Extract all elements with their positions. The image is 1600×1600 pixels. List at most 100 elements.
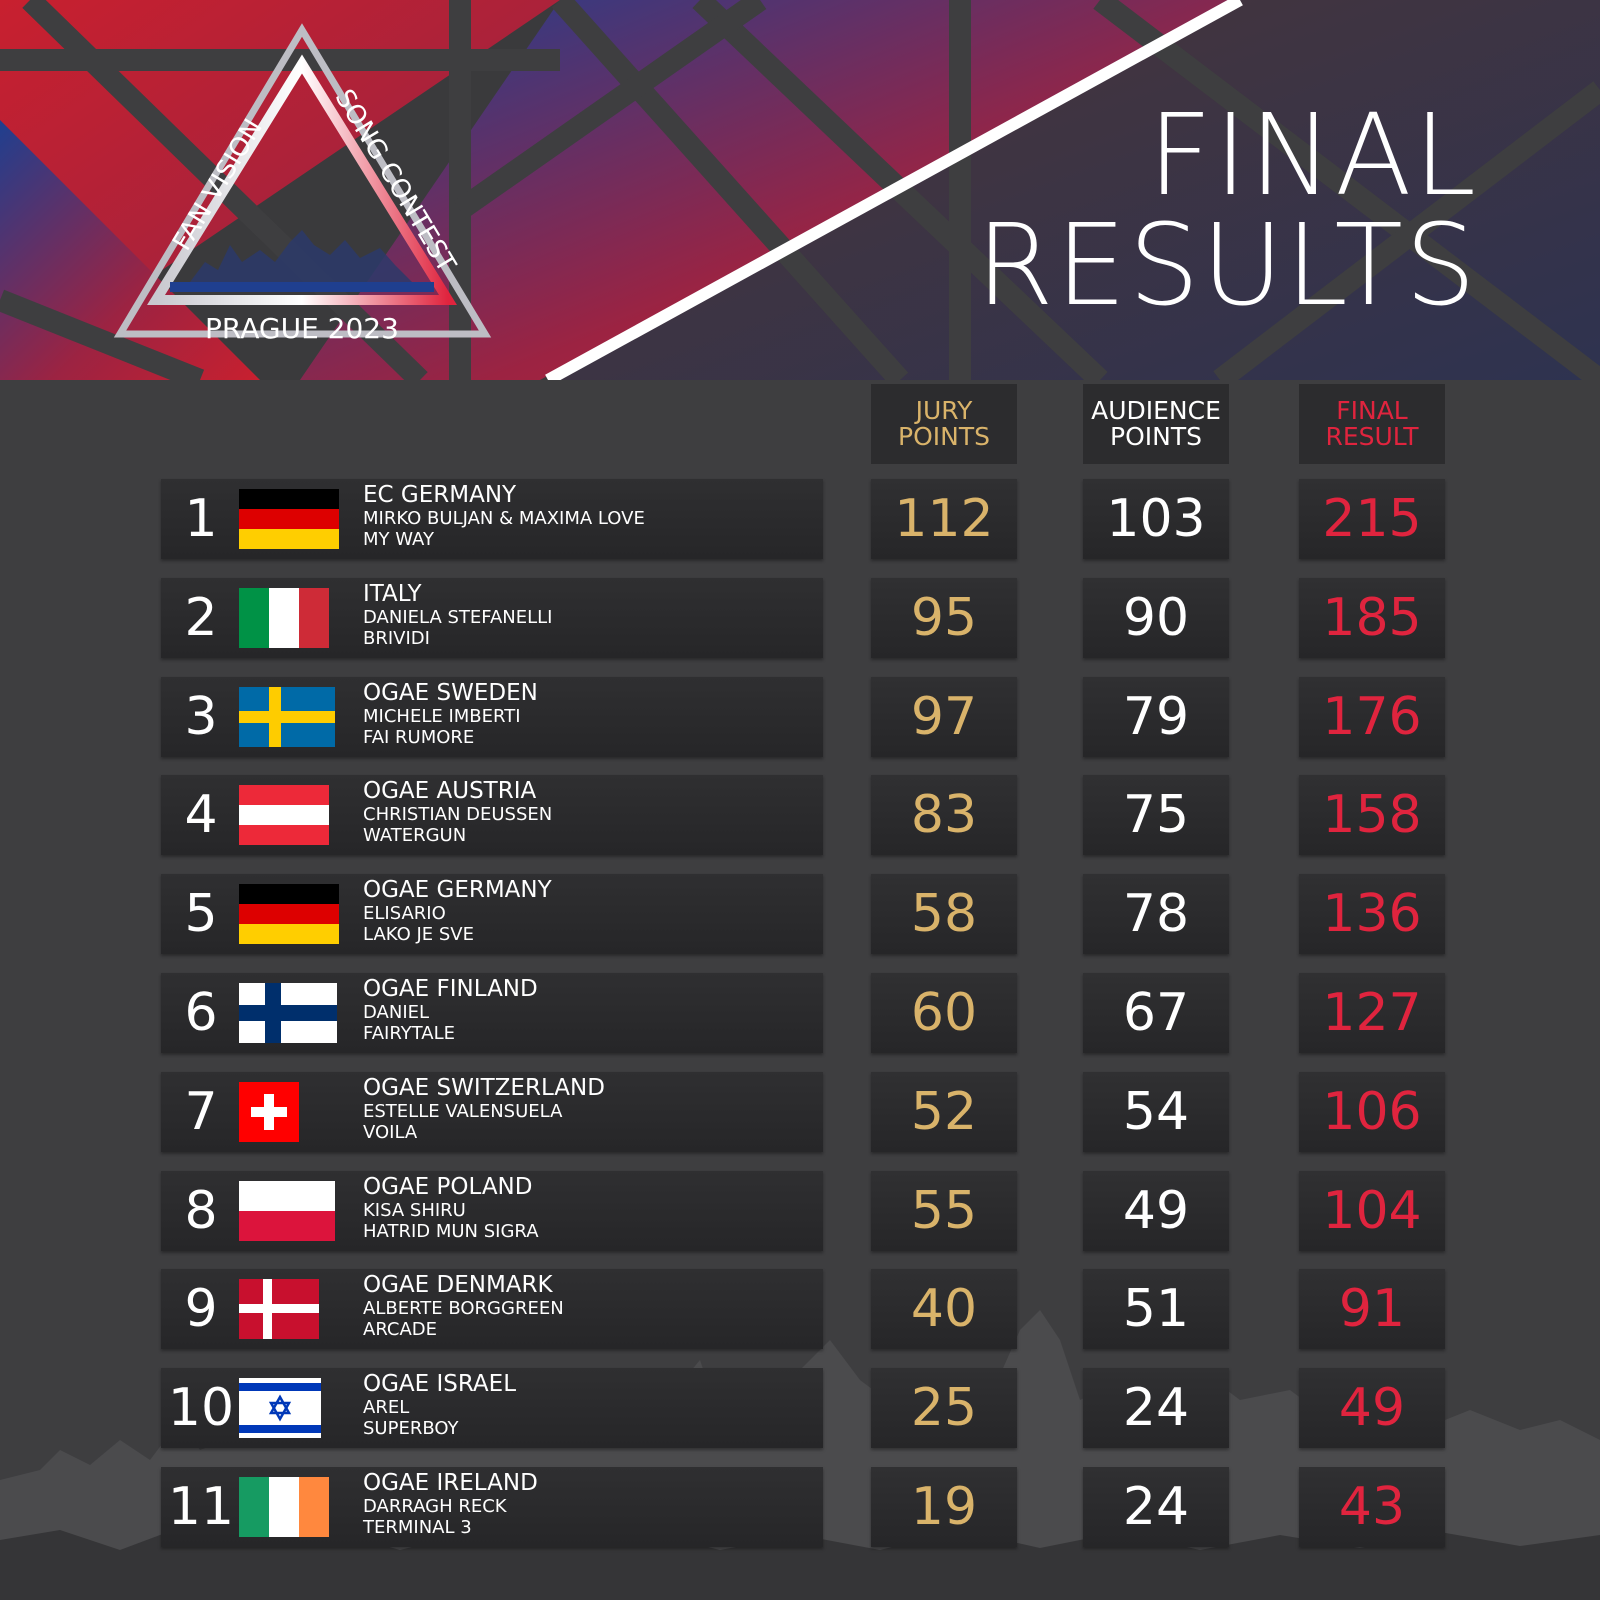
audience-score: 79 (1083, 677, 1229, 757)
artist-name: DARRAGH RECK (363, 1496, 507, 1517)
country-name: OGAE POLAND (363, 1174, 533, 1200)
germany-flag-icon (239, 489, 339, 549)
audience-score: 75 (1083, 775, 1229, 855)
switzerland-flag-icon (239, 1082, 299, 1142)
country-name: OGAE DENMARK (363, 1272, 553, 1298)
audience-score: 67 (1083, 973, 1229, 1053)
country-name: OGAE FINLAND (363, 976, 538, 1002)
country-name: EC GERMANY (363, 482, 517, 508)
final-score: 104 (1299, 1171, 1445, 1251)
entry-info: OGAE SWITZERLAND ESTELLE VALENSUELA VOILA (363, 1076, 605, 1144)
rank-number: 3 (184, 687, 218, 747)
jury-score: 95 (871, 578, 1017, 658)
song-title: TERMINAL 3 (363, 1517, 472, 1538)
jury-score: 97 (871, 677, 1017, 757)
rank-number: 11 (167, 1477, 235, 1537)
audience-score: 24 (1083, 1368, 1229, 1448)
result-row: 1 EC GERMANY MIRKO BULJAN & MAXIMA LOVE MY … (161, 479, 823, 559)
entry-info: OGAE ISRAEL AREL SUPERBOY (363, 1371, 517, 1440)
final-score: 127 (1299, 973, 1445, 1053)
audience-score: 90 (1083, 578, 1229, 658)
result-row: 3 OGAE SWEDEN MICHELE IMBERTI FAI RUMORE (161, 677, 823, 757)
final-score: 43 (1299, 1467, 1445, 1547)
song-title: FAI RUMORE (363, 727, 475, 748)
audience-score: 51 (1083, 1269, 1229, 1349)
result-row: 2 ITALY DANIELA STEFANELLI BRIVIDI (161, 578, 823, 658)
artist-name: AREL (363, 1397, 410, 1418)
israel-flag-icon (239, 1378, 321, 1438)
rank-number: 6 (184, 983, 218, 1043)
jury-score: 55 (871, 1171, 1017, 1251)
entry-info: ITALY DANIELA STEFANELLI BRIVIDI (363, 581, 553, 650)
column-header-audience: AUDIENCE POINTS (1083, 384, 1229, 464)
column-header-final-line1: FINAL (1336, 396, 1408, 425)
result-row: 4 OGAE AUSTRIA CHRISTIAN DEUSSEN WATERGUN (161, 775, 823, 855)
country-name: OGAE IRELAND (363, 1470, 538, 1496)
result-row: 11 OGAE IRELAND DARRAGH RECK TERMINAL 3 (161, 1467, 823, 1547)
rank-number: 2 (184, 588, 218, 648)
country-name: OGAE ISRAEL (363, 1371, 517, 1397)
final-score: 176 (1299, 677, 1445, 757)
rank-number: 10 (167, 1378, 235, 1438)
jury-score: 83 (871, 775, 1017, 855)
song-title: SUPERBOY (363, 1418, 459, 1439)
jury-score: 112 (871, 479, 1017, 559)
ireland-flag-icon (239, 1477, 329, 1537)
entry-info: OGAE SWEDEN MICHELE IMBERTI FAI RUMORE (363, 680, 538, 749)
result-row: 8 OGAE POLAND KISA SHIRU HATRID MUN SIGRA (161, 1171, 823, 1251)
jury-score: 19 (871, 1467, 1017, 1547)
artist-name: DANIEL (363, 1002, 430, 1023)
final-score: 215 (1299, 479, 1445, 559)
final-score: 185 (1299, 578, 1445, 658)
italy-flag-icon (239, 588, 329, 648)
song-title: ARCADE (363, 1319, 438, 1340)
artist-name: ELISARIO (363, 903, 446, 924)
country-name: OGAE GERMANY (363, 877, 552, 903)
artist-name: ESTELLE VALENSUELA (363, 1101, 563, 1122)
final-score: 136 (1299, 874, 1445, 954)
column-header-jury-line2: POINTS (898, 422, 990, 451)
song-title: WATERGUN (363, 825, 467, 846)
logo-year-text: PRAGUE 2023 (205, 312, 399, 345)
country-name: OGAE SWEDEN (363, 680, 538, 706)
song-title: VOILA (363, 1122, 418, 1143)
country-name: OGAE AUSTRIA (363, 778, 537, 804)
jury-score: 52 (871, 1072, 1017, 1152)
column-header-audience-line2: POINTS (1110, 422, 1202, 451)
jury-score: 58 (871, 874, 1017, 954)
logo-triangle (113, 23, 492, 338)
column-header-jury: JURY POINTS (871, 384, 1017, 464)
entry-info: OGAE GERMANY ELISARIO LAKO JE SVE (363, 877, 552, 946)
header-banner (0, 0, 1600, 380)
song-title: BRIVIDI (363, 628, 430, 649)
result-row: 6 OGAE FINLAND DANIEL FAIRYTALE (161, 973, 823, 1053)
entry-info: OGAE AUSTRIA CHRISTIAN DEUSSEN WATERGUN (363, 778, 552, 847)
jury-score: 40 (871, 1269, 1017, 1349)
country-name: ITALY (363, 581, 422, 607)
song-title: HATRID MUN SIGRA (363, 1221, 539, 1242)
jury-score: 60 (871, 973, 1017, 1053)
rank-number: 8 (184, 1181, 218, 1241)
jury-score: 25 (871, 1368, 1017, 1448)
audience-score: 103 (1083, 479, 1229, 559)
column-header-final: FINAL RESULT (1299, 384, 1445, 464)
final-score: 158 (1299, 775, 1445, 855)
rank-number: 9 (184, 1279, 218, 1339)
column-header-final-line2: RESULT (1325, 422, 1419, 451)
audience-score: 78 (1083, 874, 1229, 954)
rank-number: 4 (184, 785, 218, 845)
audience-score: 54 (1083, 1072, 1229, 1152)
rank-number: 7 (184, 1082, 218, 1142)
entry-info: EC GERMANY MIRKO BULJAN & MAXIMA LOVE MY W… (363, 482, 645, 551)
final-score: 106 (1299, 1072, 1445, 1152)
rank-number: 1 (184, 489, 218, 549)
finland-flag-icon (239, 983, 337, 1043)
song-title: FAIRYTALE (363, 1023, 455, 1044)
song-title: MY WAY (363, 529, 434, 550)
audience-score: 49 (1083, 1171, 1229, 1251)
final-score: 91 (1299, 1269, 1445, 1349)
entry-info: OGAE POLAND KISA SHIRU HATRID MUN SIGRA (363, 1174, 539, 1243)
artist-name: MICHELE IMBERTI (363, 706, 521, 727)
song-title: LAKO JE SVE (363, 924, 474, 945)
